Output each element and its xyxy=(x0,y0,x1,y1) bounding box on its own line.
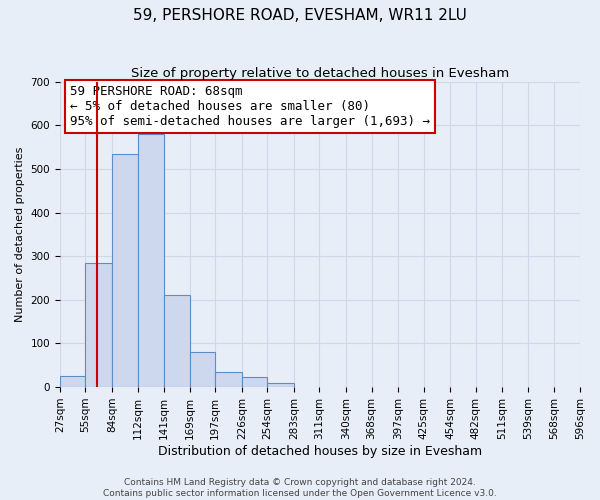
Bar xyxy=(60,376,85,387)
Bar xyxy=(85,262,112,387)
Bar xyxy=(112,154,137,387)
Title: Size of property relative to detached houses in Evesham: Size of property relative to detached ho… xyxy=(131,68,509,80)
Bar xyxy=(164,296,190,387)
Y-axis label: Number of detached properties: Number of detached properties xyxy=(15,146,25,322)
Bar xyxy=(215,372,242,387)
Bar xyxy=(268,382,294,387)
Bar xyxy=(137,134,164,387)
X-axis label: Distribution of detached houses by size in Evesham: Distribution of detached houses by size … xyxy=(158,444,482,458)
Text: 59, PERSHORE ROAD, EVESHAM, WR11 2LU: 59, PERSHORE ROAD, EVESHAM, WR11 2LU xyxy=(133,8,467,22)
Bar xyxy=(242,378,268,387)
Bar xyxy=(190,352,215,387)
Text: 59 PERSHORE ROAD: 68sqm
← 5% of detached houses are smaller (80)
95% of semi-det: 59 PERSHORE ROAD: 68sqm ← 5% of detached… xyxy=(70,84,430,128)
Text: Contains HM Land Registry data © Crown copyright and database right 2024.
Contai: Contains HM Land Registry data © Crown c… xyxy=(103,478,497,498)
